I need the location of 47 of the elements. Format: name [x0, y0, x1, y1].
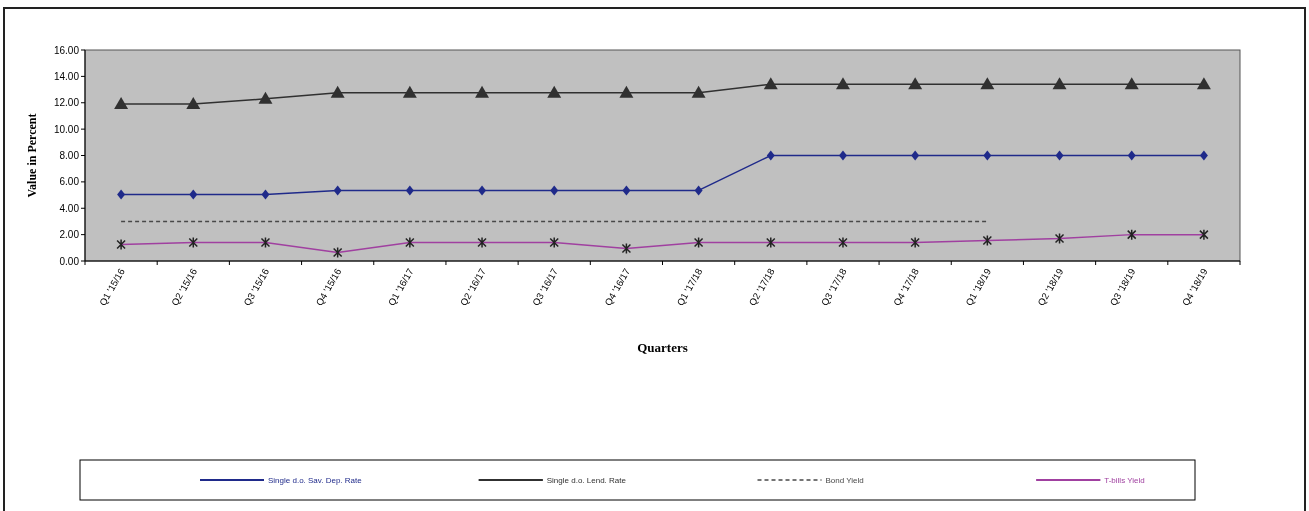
y-tick-label: 2.00 — [59, 229, 80, 241]
y-tick-label: 8.00 — [59, 150, 80, 161]
point — [547, 85, 562, 98]
point — [619, 85, 634, 98]
text: Bond Yield — [825, 475, 864, 485]
point — [763, 77, 778, 90]
y-axis-title: Value in Percent — [25, 113, 39, 198]
point — [189, 189, 198, 200]
point — [983, 150, 992, 161]
point — [478, 185, 487, 196]
point — [980, 77, 995, 90]
point — [258, 91, 273, 104]
point — [405, 185, 414, 196]
text: Single d.o. Lend. Rate — [546, 475, 627, 485]
text: T-bills Yield — [1104, 475, 1145, 485]
point — [333, 185, 342, 196]
point — [1199, 150, 1208, 161]
text: Single d.o. Sav. Dep. Rate — [268, 475, 363, 485]
point — [550, 185, 559, 196]
point — [402, 85, 417, 98]
point — [114, 97, 129, 110]
y-tick-label: 16.00 — [53, 44, 80, 56]
point — [838, 150, 847, 161]
y-tick-label: 6.00 — [59, 176, 80, 188]
point — [622, 185, 631, 196]
y-tick-label: 10.00 — [53, 123, 80, 135]
x-axis-title: Quarters — [637, 340, 688, 355]
point — [1124, 77, 1139, 90]
point — [766, 150, 775, 161]
point — [911, 150, 920, 161]
point — [694, 185, 703, 196]
y-tick-label: 14.00 — [53, 70, 80, 82]
point — [908, 77, 923, 90]
point — [691, 85, 706, 98]
point — [1196, 77, 1211, 90]
point — [186, 97, 201, 110]
point — [1052, 77, 1067, 90]
point — [330, 85, 345, 98]
point — [1055, 150, 1064, 161]
y-tick-label: 0.00 — [59, 255, 80, 267]
point — [261, 189, 270, 200]
point — [475, 85, 490, 98]
point — [835, 77, 850, 90]
y-tick-label: 4.00 — [59, 202, 80, 214]
point — [1127, 150, 1136, 161]
point — [117, 189, 126, 200]
y-tick-label: 12.00 — [53, 97, 80, 109]
